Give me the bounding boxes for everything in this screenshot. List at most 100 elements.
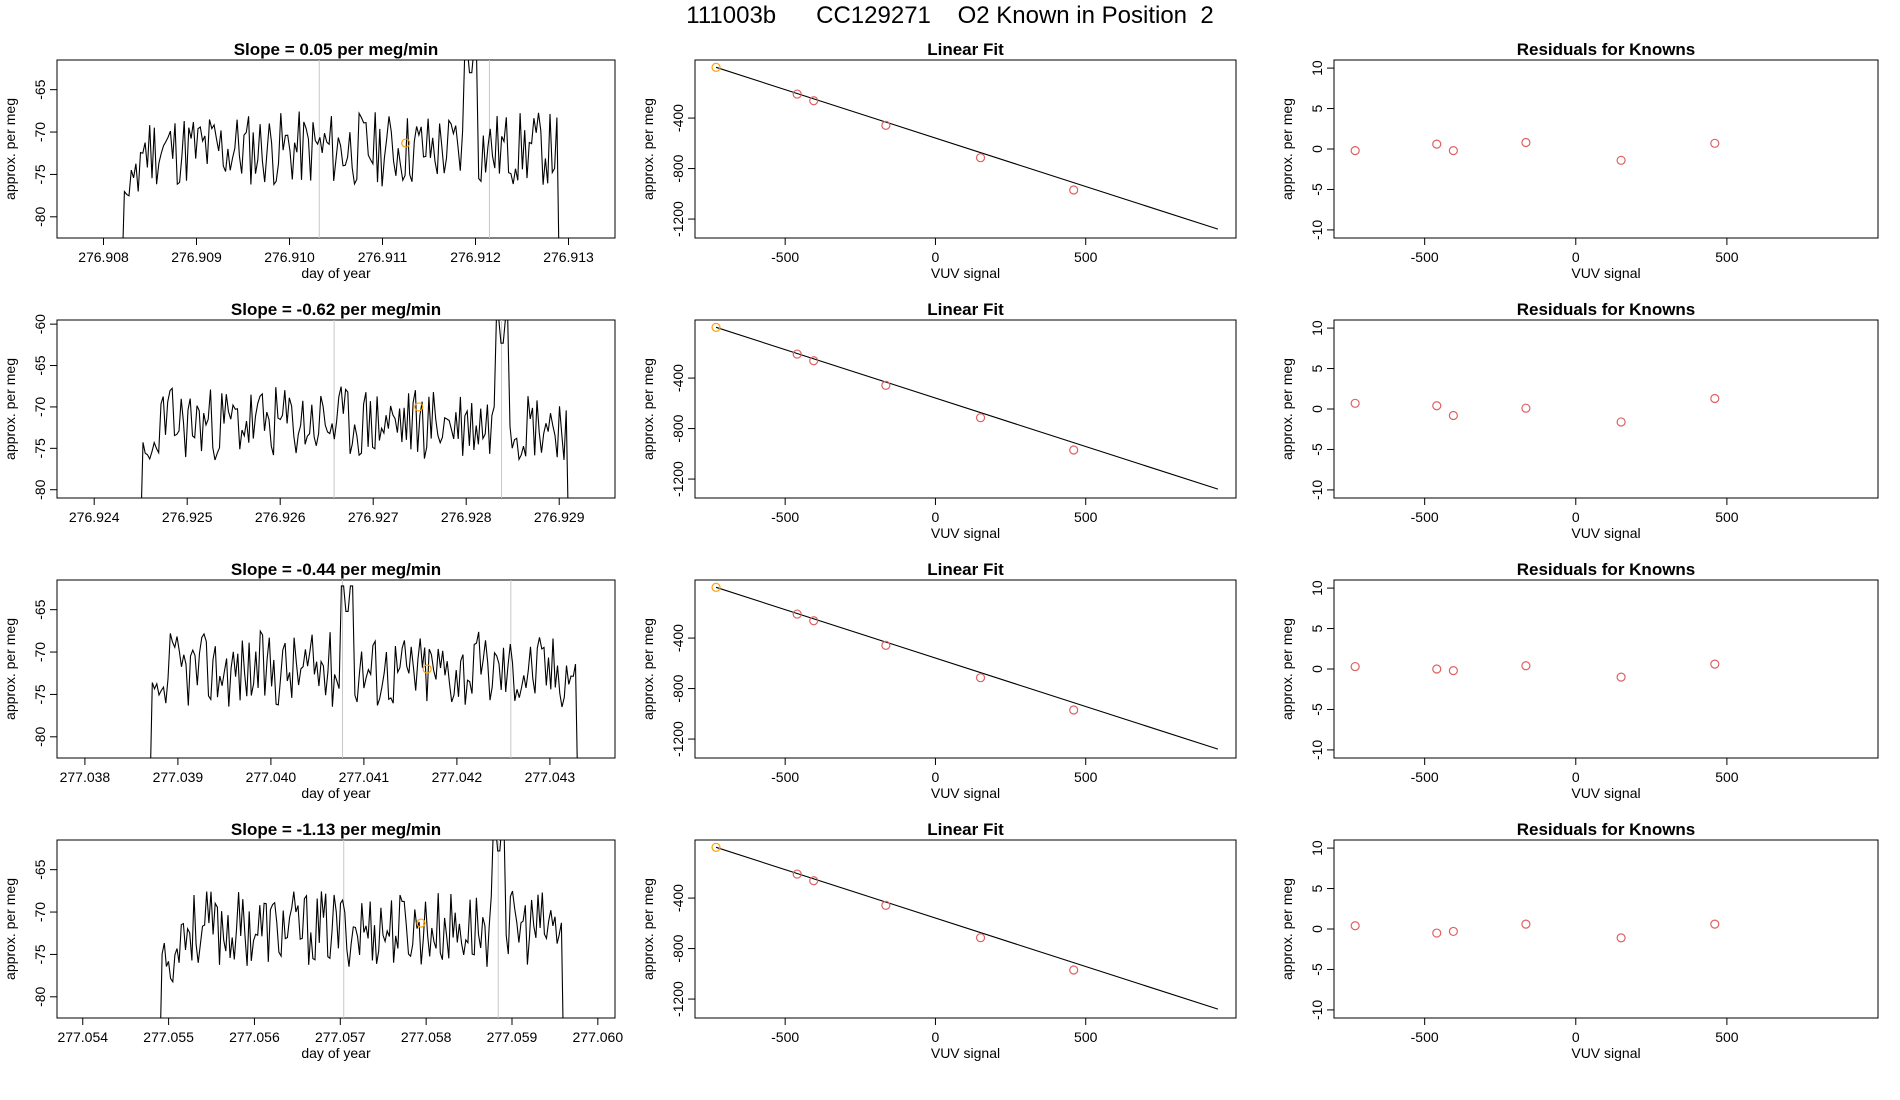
- x-tick-label: -500: [771, 769, 799, 785]
- y-axis-label: approx. per meg: [640, 878, 656, 980]
- y-axis-label: approx. per meg: [1279, 98, 1295, 200]
- panel-title: Residuals for Knowns: [1517, 40, 1696, 59]
- panel-4-2: Linear Fit -500 0 500 -1200 -800 -400 VUV signa…: [640, 820, 1237, 1061]
- panel-title: Slope = -0.62 per meg/min: [231, 300, 441, 319]
- x-tick-label: 277.059: [487, 1029, 538, 1045]
- x-tick-label: 276.926: [255, 509, 306, 525]
- x-tick-label: 500: [1715, 769, 1739, 785]
- y-axis-label: approx. per meg: [640, 618, 656, 720]
- data-point: [975, 673, 986, 683]
- x-axis-label: day of year: [301, 265, 371, 281]
- data-point: [1350, 921, 1360, 931]
- known-point: [422, 664, 432, 674]
- y-tick-label: 5: [1309, 364, 1325, 372]
- y-tick-label: -400: [670, 884, 686, 912]
- plot-frame: [1333, 839, 1879, 1019]
- y-tick-label: -60: [32, 314, 48, 334]
- x-tick-label: 276.927: [348, 509, 399, 525]
- x-tick-label: 0: [1572, 509, 1580, 525]
- x-tick-label: -500: [1411, 769, 1439, 785]
- plot-frame: [1333, 59, 1879, 239]
- x-tick-label: 276.909: [171, 249, 222, 265]
- x-axis-label: VUV signal: [931, 525, 1000, 541]
- data-point: [1069, 445, 1079, 455]
- x-tick-label: 277.041: [339, 769, 390, 785]
- data-point: [1616, 933, 1626, 943]
- trace-line: [160, 840, 564, 1018]
- plot-frame: [694, 839, 1237, 1019]
- data-point: [1432, 928, 1442, 938]
- x-tick-label: 0: [932, 249, 940, 265]
- y-tick-label: -75: [32, 684, 48, 704]
- y-tick-label: -10: [1309, 740, 1325, 760]
- x-axis-label: VUV signal: [1571, 525, 1640, 541]
- panel-1-3: Residuals for Knowns -500 0 500 -10 -5 0 5 10 VUV…: [1279, 40, 1879, 281]
- data-point: [1521, 137, 1531, 148]
- y-tick-label: -10: [1309, 1000, 1325, 1020]
- plot-frame: [56, 579, 616, 759]
- x-tick-label: -500: [771, 1029, 799, 1045]
- y-tick-label: 10: [1309, 580, 1325, 596]
- x-tick-label: -500: [1411, 249, 1439, 265]
- x-tick-label: 276.908: [78, 249, 129, 265]
- data-point: [1350, 661, 1360, 672]
- x-tick-label: 277.038: [60, 769, 111, 785]
- data-point: [1069, 185, 1079, 195]
- x-tick-label: 277.060: [573, 1029, 624, 1045]
- x-tick-label: 276.913: [543, 249, 594, 265]
- panel-3-2: Linear Fit -500 0 500 -1200 -800 -400 VUV signa…: [640, 560, 1237, 801]
- x-axis-label: VUV signal: [1571, 265, 1640, 281]
- data-point: [792, 869, 802, 879]
- y-tick-label: -10: [1309, 220, 1325, 240]
- figure-title: 111003b CC129271 O2 Known in Position 2: [686, 2, 1214, 29]
- y-tick-label: 5: [1309, 884, 1325, 892]
- x-tick-label: 276.912: [450, 249, 501, 265]
- y-tick-label: -800: [670, 154, 686, 182]
- y-axis-label: approx. per meg: [2, 98, 18, 200]
- plot-frame: [56, 319, 616, 499]
- data-point: [1616, 155, 1626, 165]
- fit-line: [715, 846, 1219, 1010]
- y-tick-label: -80: [32, 479, 48, 499]
- x-tick-label: -500: [1411, 509, 1439, 525]
- data-point: [1448, 410, 1458, 421]
- data-point: [1069, 705, 1079, 715]
- panel-title: Linear Fit: [927, 560, 1004, 579]
- panel-2-3: Residuals for Knowns -500 0 500 -10 -5 0 5 10 VUV…: [1279, 300, 1879, 541]
- panel-3-3: Residuals for Knowns -500 0 500 -10 -5 0 5 10 VUV…: [1279, 560, 1879, 801]
- x-tick-label: 500: [1074, 249, 1098, 265]
- data-point: [711, 62, 721, 72]
- y-tick-label: -400: [670, 104, 686, 132]
- data-point: [1448, 146, 1458, 156]
- panel-title: Residuals for Knowns: [1517, 560, 1696, 579]
- x-axis-label: VUV signal: [1571, 1045, 1640, 1061]
- x-axis-label: VUV signal: [931, 1045, 1000, 1061]
- y-tick-label: -65: [32, 79, 48, 99]
- trace-line: [141, 320, 569, 498]
- known-point: [414, 402, 424, 412]
- y-tick-label: -5: [1309, 183, 1325, 196]
- x-tick-label: 277.058: [401, 1029, 452, 1045]
- x-tick-label: 0: [1572, 249, 1580, 265]
- x-tick-label: 276.928: [441, 509, 492, 525]
- x-tick-label: 500: [1715, 509, 1739, 525]
- panel-title: Linear Fit: [927, 300, 1004, 319]
- data-point: [881, 900, 891, 910]
- data-point: [975, 413, 986, 423]
- data-point: [975, 933, 986, 943]
- plot-frame: [1333, 579, 1879, 759]
- x-tick-label: 277.055: [143, 1029, 194, 1045]
- y-tick-label: -70: [32, 122, 48, 142]
- y-axis-label: approx. per meg: [2, 618, 18, 720]
- y-tick-label: -65: [32, 355, 48, 375]
- data-point: [1616, 672, 1626, 682]
- x-axis-label: VUV signal: [931, 265, 1000, 281]
- y-axis-label: approx. per meg: [1279, 618, 1295, 720]
- y-axis-label: approx. per meg: [2, 878, 18, 980]
- trace-line: [150, 585, 578, 758]
- panel-title: Slope = -0.44 per meg/min: [231, 560, 441, 579]
- data-point: [881, 380, 891, 390]
- data-point: [1350, 398, 1360, 408]
- y-tick-label: -75: [32, 164, 48, 184]
